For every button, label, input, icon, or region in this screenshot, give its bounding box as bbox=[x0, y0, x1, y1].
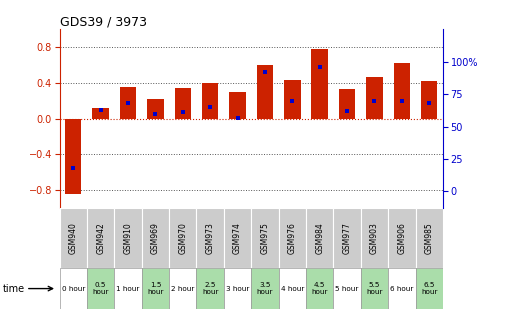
Bar bbox=[279, 268, 306, 309]
Text: 5.5
hour: 5.5 hour bbox=[366, 282, 383, 295]
Text: GSM942: GSM942 bbox=[96, 222, 105, 254]
Text: GSM969: GSM969 bbox=[151, 222, 160, 254]
Bar bbox=[311, 49, 328, 119]
Bar bbox=[388, 208, 415, 268]
Text: GSM984: GSM984 bbox=[315, 222, 324, 254]
Bar bbox=[251, 208, 279, 268]
Bar bbox=[306, 208, 334, 268]
Text: 2 hour: 2 hour bbox=[171, 285, 194, 292]
Bar bbox=[114, 268, 142, 309]
Bar bbox=[120, 87, 136, 119]
Text: 4 hour: 4 hour bbox=[281, 285, 304, 292]
Bar bbox=[87, 208, 114, 268]
Bar bbox=[394, 63, 410, 119]
Text: GSM940: GSM940 bbox=[69, 222, 78, 254]
Text: 3.5
hour: 3.5 hour bbox=[257, 282, 273, 295]
Bar bbox=[334, 268, 361, 309]
Bar bbox=[175, 88, 191, 119]
Bar bbox=[224, 208, 251, 268]
Text: GDS39 / 3973: GDS39 / 3973 bbox=[60, 15, 147, 28]
Bar bbox=[224, 268, 251, 309]
Text: GSM903: GSM903 bbox=[370, 222, 379, 254]
Bar bbox=[257, 65, 273, 119]
Text: 0 hour: 0 hour bbox=[62, 285, 85, 292]
Text: GSM910: GSM910 bbox=[123, 222, 133, 254]
Text: 0.5
hour: 0.5 hour bbox=[92, 282, 109, 295]
Bar bbox=[361, 208, 388, 268]
Bar bbox=[421, 81, 437, 119]
Bar bbox=[284, 80, 300, 119]
Text: 5 hour: 5 hour bbox=[335, 285, 359, 292]
Bar bbox=[229, 92, 246, 119]
Bar bbox=[87, 268, 114, 309]
Bar bbox=[388, 268, 415, 309]
Bar bbox=[142, 208, 169, 268]
Bar bbox=[147, 99, 164, 119]
Bar bbox=[60, 268, 87, 309]
Text: 2.5
hour: 2.5 hour bbox=[202, 282, 219, 295]
Bar bbox=[339, 89, 355, 119]
Bar bbox=[60, 208, 87, 268]
Text: GSM985: GSM985 bbox=[425, 222, 434, 254]
Bar bbox=[251, 268, 279, 309]
Bar bbox=[114, 208, 142, 268]
Text: 1 hour: 1 hour bbox=[117, 285, 140, 292]
Bar bbox=[202, 83, 219, 119]
Text: GSM975: GSM975 bbox=[261, 222, 269, 254]
Bar bbox=[169, 268, 196, 309]
Text: GSM976: GSM976 bbox=[288, 222, 297, 254]
Bar bbox=[142, 268, 169, 309]
Text: GSM974: GSM974 bbox=[233, 222, 242, 254]
Text: 1.5
hour: 1.5 hour bbox=[147, 282, 164, 295]
Text: GSM970: GSM970 bbox=[178, 222, 188, 254]
Bar bbox=[361, 268, 388, 309]
Bar bbox=[65, 119, 81, 194]
Bar bbox=[196, 208, 224, 268]
Bar bbox=[306, 268, 334, 309]
Bar bbox=[196, 268, 224, 309]
Text: 3 hour: 3 hour bbox=[226, 285, 249, 292]
Text: GSM977: GSM977 bbox=[342, 222, 352, 254]
Bar bbox=[415, 268, 443, 309]
Bar bbox=[334, 208, 361, 268]
Bar bbox=[92, 108, 109, 119]
Text: GSM973: GSM973 bbox=[206, 222, 214, 254]
Text: time: time bbox=[3, 284, 25, 294]
Bar bbox=[415, 208, 443, 268]
Text: 6 hour: 6 hour bbox=[390, 285, 413, 292]
Bar bbox=[366, 77, 383, 119]
Bar bbox=[279, 208, 306, 268]
Text: 6.5
hour: 6.5 hour bbox=[421, 282, 437, 295]
Bar bbox=[169, 208, 196, 268]
Text: GSM906: GSM906 bbox=[397, 222, 406, 254]
Text: 4.5
hour: 4.5 hour bbox=[311, 282, 328, 295]
